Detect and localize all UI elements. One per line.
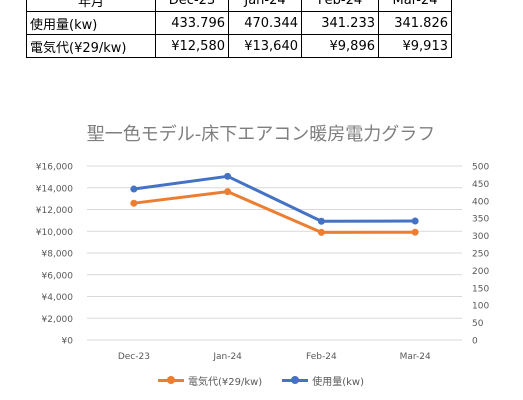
y-tick-label-right: 400 bbox=[472, 197, 489, 207]
legend-item-cost: 電気代(¥29/kw) bbox=[157, 373, 263, 388]
y-tick-label-left: ¥8,000 bbox=[42, 250, 74, 260]
y-tick-label-right: 100 bbox=[472, 302, 489, 312]
legend-item-usage: 使用量(kw) bbox=[282, 373, 364, 388]
table-cell: 341.233 bbox=[301, 11, 379, 35]
legend-label: 使用量(kw) bbox=[312, 377, 364, 388]
series bbox=[130, 172, 419, 236]
table-row: 使用量(kw) 433.796 470.344 341.233 341.826 bbox=[26, 11, 452, 35]
data-point-usage bbox=[411, 217, 419, 225]
gridlines bbox=[87, 165, 462, 341]
table-cell: ¥9,896 bbox=[301, 34, 379, 58]
x-tick-label: Mar-24 bbox=[400, 352, 431, 362]
y-axis-right: 0 50 100 150 200 250 300 350 400 450 500 bbox=[472, 163, 489, 347]
y-tick-label-left: ¥0 bbox=[62, 337, 74, 347]
data-point-cost bbox=[130, 199, 138, 207]
y-tick-label-left: ¥14,000 bbox=[36, 184, 73, 194]
y-tick-label-left: ¥2,000 bbox=[42, 315, 74, 325]
table-cell: 341.826 bbox=[378, 11, 452, 35]
x-tick-label: Feb-24 bbox=[306, 352, 337, 362]
y-tick-label-right: 500 bbox=[472, 163, 489, 173]
table-cell: ¥9,913 bbox=[378, 34, 452, 58]
x-tick-label: Jan-24 bbox=[212, 352, 242, 362]
x-axis: Dec-23 Jan-24 Feb-24 Mar-24 bbox=[118, 352, 431, 362]
y-tick-label-right: 300 bbox=[472, 232, 489, 242]
data-point-usage bbox=[130, 185, 138, 193]
y-tick-label-right: 150 bbox=[472, 284, 489, 294]
data-point-usage bbox=[317, 217, 325, 225]
table-cell: ¥12,580 bbox=[155, 34, 229, 58]
table-row-label: 電気代(¥29/kw) bbox=[26, 34, 156, 58]
y-tick-label-right: 200 bbox=[472, 267, 489, 277]
legend: 電気代(¥29/kw) 使用量(kw) bbox=[51, 373, 471, 388]
y-tick-label-left: ¥10,000 bbox=[36, 228, 73, 238]
data-point-cost bbox=[224, 188, 232, 196]
table-row-label: 使用量(kw) bbox=[26, 11, 156, 35]
y-tick-label-right: 350 bbox=[472, 215, 489, 225]
data-point-usage bbox=[224, 172, 232, 180]
legend-swatch-cost bbox=[157, 376, 184, 384]
y-tick-label-left: ¥4,000 bbox=[42, 293, 74, 303]
y-tick-label-left: ¥6,000 bbox=[42, 271, 74, 281]
data-point-cost bbox=[317, 228, 325, 236]
y-axis-left: ¥0 ¥2,000 ¥4,000 ¥6,000 ¥8,000 ¥10,000 ¥12,000… bbox=[36, 163, 73, 347]
y-tick-label-left: ¥16,000 bbox=[36, 163, 73, 173]
x-tick-label: Dec-23 bbox=[118, 352, 150, 362]
data-table: 年月 Dec-23 Jan-24 Feb-24 Mar-24 使用量(kw) 4… bbox=[26, 0, 452, 58]
table-cell: ¥13,640 bbox=[228, 34, 302, 58]
table-row: 電気代(¥29/kw) ¥12,580 ¥13,640 ¥9,896 ¥9,91… bbox=[26, 34, 452, 58]
y-tick-label-right: 450 bbox=[472, 180, 489, 190]
table-cell: 470.344 bbox=[228, 11, 302, 35]
legend-label: 電気代(¥29/kw) bbox=[187, 377, 263, 388]
y-tick-label-right: 0 bbox=[472, 337, 478, 347]
series-line-usage bbox=[132, 174, 417, 223]
y-tick-label-right: 50 bbox=[472, 319, 484, 329]
legend-swatch-usage bbox=[282, 376, 309, 384]
chart-title: 聖一色モデル-床下エアコン暖房電力グラフ bbox=[86, 124, 436, 145]
y-tick-label-left: ¥12,000 bbox=[36, 206, 73, 216]
y-tick-label-right: 250 bbox=[472, 250, 489, 260]
data-point-cost bbox=[411, 228, 419, 236]
series-line-cost bbox=[132, 190, 417, 234]
